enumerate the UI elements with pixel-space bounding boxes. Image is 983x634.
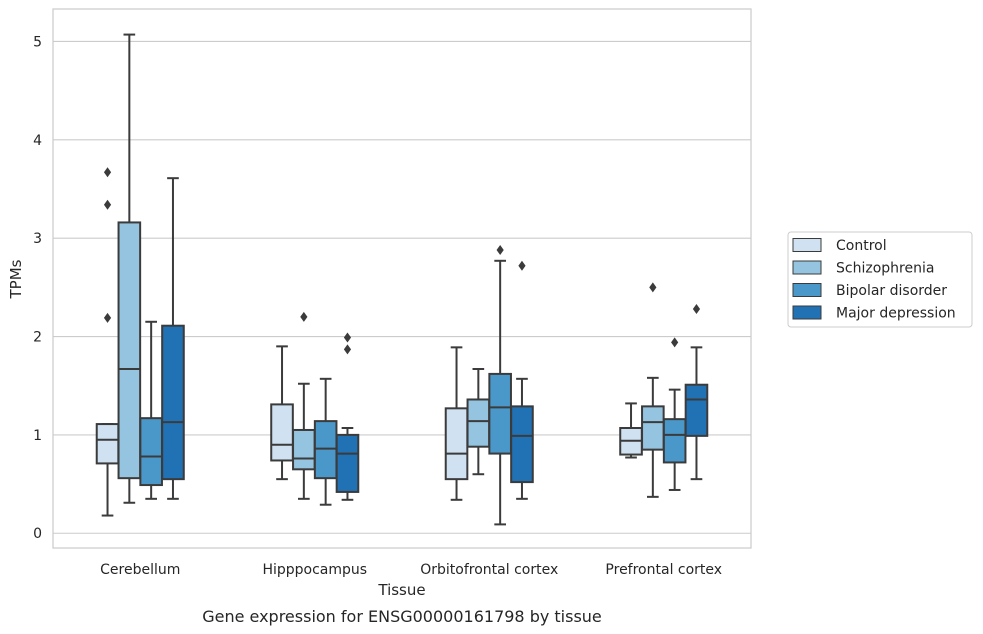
y-axis-ticks: 0 1 2 3 4 5 — [33, 34, 42, 542]
box-iqr — [117, 221, 142, 480]
legend-label: Bipolar disorder — [836, 283, 947, 299]
box-major-depression — [161, 177, 185, 500]
box-iqr — [444, 407, 469, 481]
box-bipolar-disorder — [139, 320, 163, 500]
x-axis-ticks: Cerebellum Hipppocampus Orbitofrontal cort… — [100, 562, 722, 578]
box-bipolar-disorder — [488, 244, 512, 526]
legend-swatch — [792, 283, 822, 297]
box-iqr — [139, 417, 163, 487]
outlier-point — [671, 337, 679, 348]
box-iqr — [292, 428, 316, 471]
box-iqr — [335, 433, 360, 493]
x-tick-label: Hipppocampus — [262, 562, 367, 578]
outlier-point — [649, 282, 657, 293]
legend-swatch — [792, 305, 822, 320]
outlier-point — [518, 260, 526, 271]
outlier-point — [103, 167, 112, 178]
box-bipolar-disorder — [662, 337, 687, 491]
box-schizophrenia — [117, 33, 142, 504]
box-iqr — [95, 423, 120, 465]
y-axis-label: TPMs — [7, 259, 25, 299]
box-control — [619, 402, 643, 459]
legend-item: Major depression — [792, 305, 956, 322]
box-iqr — [488, 372, 512, 455]
box-control — [270, 345, 294, 481]
y-tick-label: 0 — [33, 526, 42, 542]
legend-swatch — [792, 238, 822, 252]
chart-caption: Gene expression for ENSG00000161798 by t… — [202, 607, 602, 626]
outlier-point — [343, 332, 352, 343]
legend-label: Major depression — [836, 306, 956, 322]
outlier-point — [496, 244, 504, 255]
x-tick-label: Cerebellum — [100, 562, 180, 578]
y-tick-label: 3 — [33, 231, 42, 247]
legend-label: Schizophrenia — [836, 261, 934, 277]
y-tick-label: 5 — [33, 34, 42, 50]
box-major-depression — [684, 303, 709, 481]
outlier-point — [300, 311, 308, 322]
box-schizophrenia — [466, 367, 491, 476]
box-iqr — [662, 418, 687, 464]
legend-item: Control — [792, 238, 887, 254]
box-iqr — [466, 398, 491, 448]
x-axis-label: Tissue — [377, 581, 425, 599]
box-schizophrenia — [641, 282, 665, 498]
y-tick-label: 4 — [33, 133, 42, 149]
legend-item: Bipolar disorder — [792, 283, 947, 299]
box-schizophrenia — [292, 311, 316, 500]
y-tick-label: 1 — [33, 428, 42, 444]
legend-swatch — [792, 260, 822, 275]
outlier-point — [103, 312, 112, 323]
legend-frame — [787, 231, 973, 328]
box-major-depression — [510, 260, 534, 500]
box-bipolar-disorder — [313, 377, 338, 506]
legend-label: Control — [836, 238, 887, 254]
plot-area-frame — [52, 8, 752, 549]
box-iqr — [684, 383, 709, 437]
box-iqr — [510, 405, 534, 484]
box-control — [444, 346, 469, 501]
box-groups — [95, 33, 709, 526]
outlier-point — [103, 199, 112, 210]
legend-item: Schizophrenia — [792, 260, 934, 277]
outlier-point — [343, 344, 352, 355]
y-tick-label: 2 — [33, 330, 42, 346]
outlier-point — [692, 303, 701, 314]
x-tick-label: Orbitofrontal cortex — [420, 562, 558, 578]
box-control — [95, 167, 120, 517]
legend: Control Schizophrenia Bipolar disorder Majo… — [787, 231, 973, 328]
box-iqr — [161, 324, 185, 481]
x-tick-label: Prefrontal cortex — [605, 562, 722, 578]
box-iqr — [270, 403, 294, 462]
box-major-depression — [335, 332, 360, 501]
box-iqr — [641, 405, 665, 451]
